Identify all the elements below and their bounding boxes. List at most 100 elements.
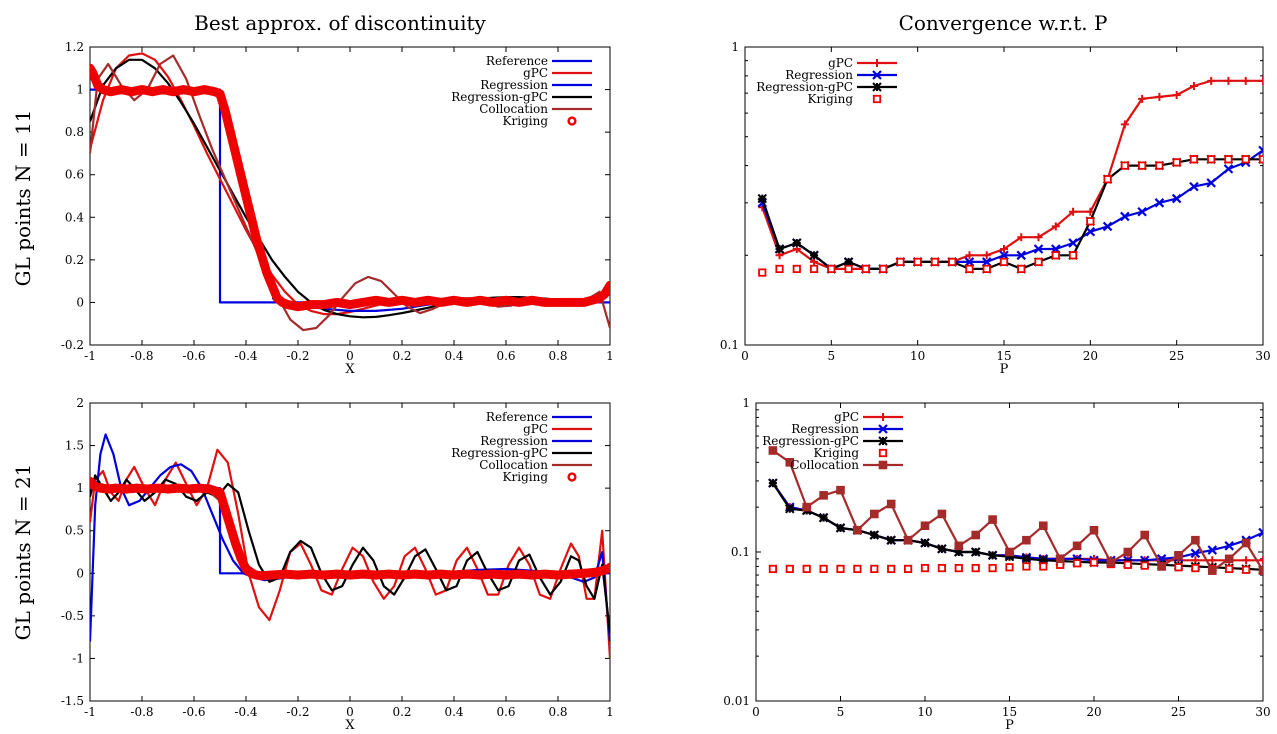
data-point — [1089, 525, 1099, 535]
x-tick-label: -1 — [84, 349, 96, 363]
data-point — [930, 257, 940, 267]
y-tick-label: 0.5 — [65, 524, 84, 538]
chart-approx-n21: -1 -0.8 -0.6 -0.4 -0.2 0 0.2 0.4 0.6 0.8 1-1.5-1-0… — [61, 396, 614, 733]
series-line-regression-gpc — [761, 158, 1263, 270]
y-tick-label: 0.2 — [65, 253, 84, 267]
legend-label: Regression-gPC — [756, 80, 853, 94]
data-point — [1038, 555, 1049, 565]
data-point — [1155, 92, 1164, 101]
data-point — [604, 282, 610, 293]
data-point — [1021, 554, 1032, 564]
data-point — [768, 478, 778, 488]
series-markers-collocation — [768, 446, 1263, 575]
legend-label: gPC — [523, 422, 548, 436]
legend-marker — [872, 94, 882, 104]
x-tick-label: 25 — [1171, 705, 1186, 719]
data-point — [1106, 558, 1116, 567]
x-tick-label: 25 — [1169, 349, 1184, 363]
y-tick-label: 1 — [731, 40, 739, 54]
data-point — [981, 257, 992, 267]
data-point — [1005, 547, 1014, 557]
x-axis-label: X — [345, 362, 355, 377]
data-point — [1017, 233, 1026, 242]
x-tick-label: -0.6 — [182, 349, 205, 363]
data-point — [937, 544, 947, 554]
data-point — [1207, 76, 1216, 85]
x-tick-label: 5 — [828, 349, 836, 363]
series-line-regression — [761, 149, 1263, 270]
data-point — [1190, 548, 1201, 559]
data-point — [1103, 175, 1112, 184]
data-point — [954, 563, 963, 573]
data-point — [988, 515, 997, 524]
legend-label: Kriging — [503, 114, 549, 128]
panels: -1 -0.8 -0.6 -0.4 -0.2 0 0.2 0.4 0.6 0.8 1 -0.2 0 0.2… — [61, 40, 1271, 733]
y-tick-label: -1.5 — [61, 694, 84, 708]
y-tick-label: 0.6 — [65, 168, 84, 182]
data-point — [1123, 560, 1132, 569]
legend-label: Reference — [486, 410, 548, 424]
data-point — [896, 257, 905, 267]
column-title-left: Best approx. of discontinuity — [194, 11, 486, 35]
data-point — [1258, 155, 1263, 164]
data-point — [1102, 221, 1113, 232]
data-point — [1089, 558, 1099, 567]
x-axis-label: P — [1005, 718, 1014, 733]
data-point — [1155, 161, 1164, 170]
data-point — [1223, 164, 1234, 174]
data-point — [1172, 91, 1181, 100]
data-point — [1137, 206, 1147, 217]
legend: ReferencegPCRegressionRegression-gPCColl… — [451, 54, 592, 128]
data-point — [785, 457, 795, 467]
legend-label: Collocation — [479, 458, 548, 472]
data-point — [836, 564, 845, 574]
data-point — [1206, 178, 1216, 188]
data-point — [1039, 521, 1048, 531]
y-tick-label: 0.4 — [65, 210, 84, 224]
y-tick-label: 0.01 — [723, 694, 750, 708]
data-point — [1224, 554, 1234, 564]
x-tick-label: -0.6 — [182, 705, 205, 719]
x-tick-label: 0.8 — [548, 349, 567, 363]
legend-label: Collocation — [790, 458, 859, 472]
data-point — [954, 541, 964, 551]
data-point — [920, 563, 930, 573]
data-point — [1051, 222, 1060, 231]
data-point — [1241, 155, 1250, 164]
legend: ReferencegPCRegressionRegression-gPCColl… — [451, 410, 592, 484]
data-point — [1085, 226, 1096, 237]
data-point — [879, 264, 888, 274]
chart-conv-n21: 0 5 10 15 20 25 30 0.01 0.1 1 PgPCRegressionRegres… — [723, 396, 1270, 733]
data-point — [802, 502, 812, 512]
x-tick-label: 0 — [346, 705, 354, 719]
data-point — [886, 535, 896, 545]
y-tick-label: 1.5 — [65, 439, 84, 453]
y-tick-label: 1.2 — [65, 40, 84, 54]
data-point — [809, 264, 819, 274]
x-axis-label: X — [345, 718, 355, 733]
data-point — [982, 264, 991, 274]
y-tick-label: 0 — [76, 295, 84, 309]
data-point — [785, 564, 794, 574]
legend-marker — [873, 59, 881, 67]
data-point — [802, 564, 811, 574]
data-point — [836, 485, 845, 495]
data-point — [869, 530, 880, 540]
column-title-right: Convergence w.r.t. P — [899, 11, 1108, 35]
data-point — [1241, 538, 1251, 548]
legend-marker — [879, 413, 887, 421]
x-tick-label: -0.4 — [234, 705, 258, 719]
series-markers-regression — [757, 145, 1263, 274]
data-point — [1022, 562, 1031, 571]
data-point — [757, 193, 767, 204]
y-tick-label: 2 — [76, 396, 84, 410]
data-point — [758, 268, 767, 277]
data-point — [1138, 94, 1147, 103]
legend-label: Regression — [791, 422, 859, 436]
data-point — [1005, 563, 1014, 572]
data-point — [920, 538, 930, 548]
data-point — [605, 562, 610, 572]
x-tick-label: 10 — [910, 349, 925, 363]
data-point — [1051, 251, 1060, 260]
data-point — [870, 509, 879, 519]
